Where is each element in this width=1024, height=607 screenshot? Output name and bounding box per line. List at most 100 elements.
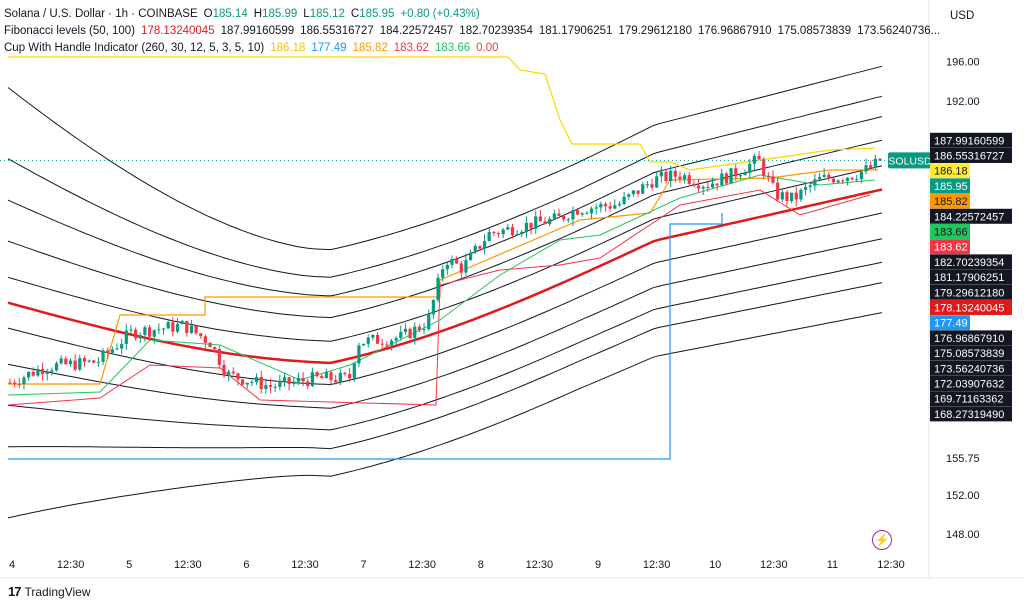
- fib-band-line: [7, 65, 883, 251]
- price-label-text: 186.55316727: [934, 150, 1004, 162]
- cup-value: 185.82: [352, 42, 388, 54]
- candle-body: [766, 175, 770, 177]
- y-tick-label: 148.00: [946, 529, 980, 541]
- candle-body: [534, 216, 538, 229]
- candle-body: [482, 241, 487, 249]
- price-label-box: [930, 163, 970, 179]
- price-label-box: [930, 239, 970, 255]
- candle-body: [762, 159, 766, 176]
- candle-body: [529, 222, 533, 229]
- price-label-box: [930, 299, 1012, 315]
- x-tick-label: 12:30: [291, 559, 319, 571]
- y-tick-label: 192.00: [946, 96, 980, 108]
- ohlc-open: O185.14: [203, 8, 248, 20]
- logo-mark: 17: [8, 584, 22, 599]
- candle-body: [682, 175, 687, 180]
- candle-body: [748, 163, 752, 173]
- candle-body: [189, 325, 194, 333]
- candle-body: [724, 173, 729, 184]
- candle-body: [776, 182, 780, 200]
- candle-body: [268, 385, 273, 387]
- cup-title: Cup With Handle Indicator (260, 30, 12, …: [4, 42, 265, 54]
- candle-body: [780, 192, 784, 200]
- symbol-label: SOLUSD: [888, 155, 932, 167]
- legend-fib-row[interactable]: Fibonacci levels (50, 100) 178.13240045 …: [4, 23, 940, 40]
- price-label-box: [930, 147, 1012, 163]
- candle-body: [343, 372, 347, 375]
- symbol-badge: [888, 152, 932, 169]
- candle-body: [520, 231, 524, 235]
- price-label-text: 181.17906251: [934, 272, 1004, 284]
- y-tick-label: 196.00: [946, 56, 980, 68]
- candle-body: [241, 379, 245, 385]
- candle-body: [687, 175, 691, 184]
- candle-body: [752, 155, 756, 164]
- candle-body: [873, 158, 877, 169]
- candle-body: [696, 185, 701, 189]
- candle-body: [794, 192, 798, 200]
- candle-body: [292, 381, 296, 384]
- candle-body: [124, 330, 128, 345]
- x-tick-label: 12:30: [877, 559, 905, 571]
- candle-body: [320, 376, 324, 379]
- candle-body: [222, 364, 226, 375]
- candle-body: [110, 349, 114, 353]
- candle-body: [617, 203, 622, 206]
- candle-body: [785, 192, 789, 202]
- x-tick-label: 7: [361, 559, 367, 571]
- candle-body: [771, 176, 775, 183]
- candle-body: [338, 372, 342, 383]
- candle-body: [603, 203, 608, 207]
- candle-body: [841, 180, 845, 182]
- candle-body: [636, 190, 640, 194]
- candle-body: [836, 180, 840, 183]
- candle-body: [199, 333, 203, 337]
- candle-body: [106, 350, 110, 353]
- candle-body: [45, 371, 49, 374]
- candle-body: [310, 372, 315, 386]
- candle-body: [334, 380, 338, 383]
- legend-cup-row[interactable]: Cup With Handle Indicator (260, 30, 12, …: [4, 40, 940, 57]
- candle-body: [87, 360, 91, 362]
- price-label-text: 169.71163362: [934, 394, 1004, 406]
- candle-body: [538, 216, 542, 222]
- x-tick-label: 12:30: [408, 559, 436, 571]
- candle-body: [64, 358, 68, 365]
- price-label-box: [930, 193, 970, 209]
- candle-body: [380, 343, 384, 345]
- fib-bands: [7, 65, 883, 519]
- candle-body: [468, 252, 473, 261]
- fib-value: 179.29612180: [618, 25, 692, 37]
- fib-value: 175.08573839: [777, 25, 852, 37]
- ohlc-low: L185.12: [303, 8, 345, 20]
- fib-value: 178.13240045: [141, 25, 215, 37]
- tradingview-logo[interactable]: 17 TradingView: [8, 584, 91, 599]
- candle-body: [650, 184, 654, 188]
- candle-body: [385, 344, 389, 346]
- currency-button[interactable]: USD: [946, 8, 979, 24]
- candle-body: [678, 176, 682, 180]
- price-label-box: [930, 345, 1012, 361]
- price-label-box: [930, 269, 1012, 285]
- candle-body: [180, 321, 184, 325]
- candle-body: [710, 183, 715, 188]
- price-label-box: [930, 132, 1012, 148]
- candle-body: [566, 219, 570, 221]
- price-label-text: 175.08573839: [934, 348, 1004, 360]
- candle-body: [664, 171, 668, 182]
- candle-body: [375, 334, 380, 344]
- candle-body: [524, 222, 529, 232]
- candle-body: [282, 377, 287, 381]
- fib-band-line: [7, 165, 883, 342]
- candle-body: [120, 344, 124, 349]
- candle-body: [669, 170, 673, 182]
- candle-body: [594, 207, 598, 209]
- candle-body: [845, 177, 850, 181]
- flash-icon[interactable]: ⚡: [872, 530, 892, 550]
- candle-body: [92, 360, 96, 363]
- price-label-box: [930, 391, 1012, 407]
- candle-body: [487, 232, 491, 242]
- price-label-box: [930, 360, 1012, 376]
- candle-body: [129, 329, 133, 331]
